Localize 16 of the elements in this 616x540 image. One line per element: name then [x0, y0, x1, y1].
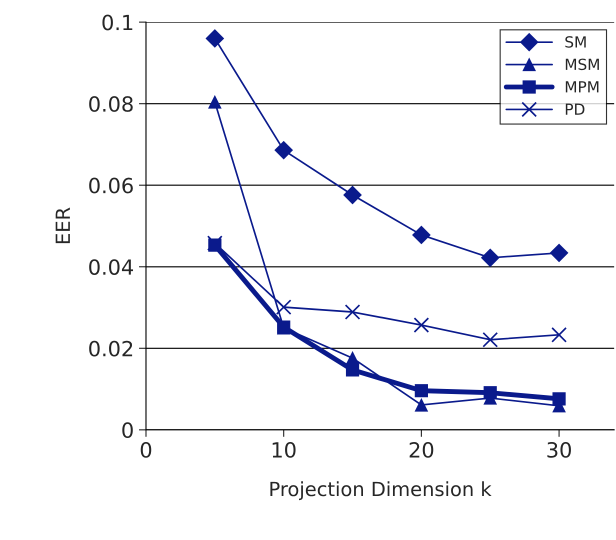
x-tick-label: 20	[410, 442, 434, 458]
legend-label: SM	[565, 36, 586, 48]
y-tick-label: 0.08	[89, 96, 133, 112]
x-tick-label: 0	[140, 442, 152, 458]
y-tick-label: 0.1	[102, 14, 132, 30]
legend-label: PD	[566, 104, 584, 115]
legend-label: MSM	[566, 58, 599, 70]
y-tick-label: 0.02	[89, 340, 132, 357]
x-tick-label: 10	[272, 442, 296, 458]
legend-label: MPM	[566, 81, 598, 92]
x-tick-label: 30	[547, 442, 571, 458]
x-axis-title: Projection Dimension k	[270, 481, 492, 500]
y-tick-label: 0.06	[89, 178, 133, 194]
y-tick-label: 0.04	[89, 259, 134, 275]
y-axis-title: EER	[56, 208, 70, 244]
y-tick-label: 0	[122, 422, 133, 438]
